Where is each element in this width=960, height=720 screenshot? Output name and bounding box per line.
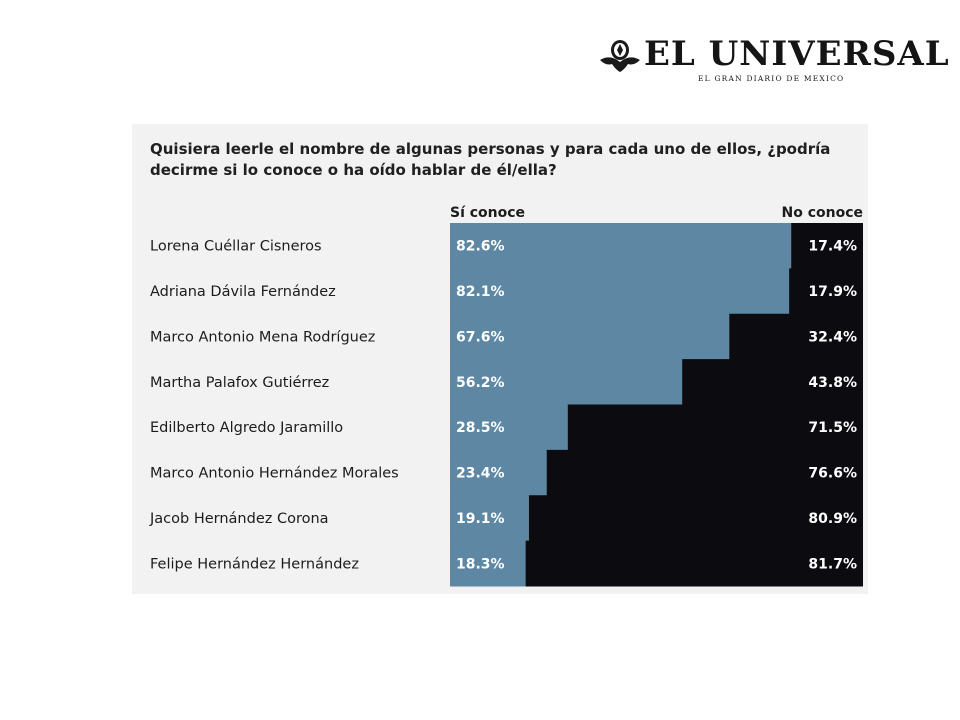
data-label-si-conoce: 19.1% bbox=[456, 511, 505, 527]
logo-tagline: EL GRAN DIARIO DE MEXICO bbox=[698, 74, 845, 83]
data-label-si-conoce: 67.6% bbox=[456, 329, 505, 345]
data-label-no-conoce: 81.7% bbox=[808, 556, 857, 572]
bar-no-conoce bbox=[528, 495, 863, 542]
bar-no-conoce bbox=[789, 268, 863, 315]
data-label-no-conoce: 32.4% bbox=[808, 329, 857, 345]
category-label: Adriana Dávila Fernández bbox=[150, 284, 336, 300]
data-label-si-conoce: 18.3% bbox=[456, 556, 505, 572]
category-label: Marco Antonio Hernández Morales bbox=[150, 466, 399, 482]
category-label: Marco Antonio Mena Rodríguez bbox=[150, 329, 375, 345]
bar-si-conoce bbox=[450, 404, 568, 451]
data-label-no-conoce: 80.9% bbox=[808, 511, 857, 527]
category-label: Felipe Hernández Hernández bbox=[150, 556, 359, 572]
data-label-si-conoce: 82.6% bbox=[456, 239, 505, 255]
bar-no-conoce bbox=[525, 540, 863, 587]
bar-no-conoce bbox=[567, 404, 863, 451]
category-label: Martha Palafox Gutiérrez bbox=[150, 375, 329, 391]
bar-si-conoce bbox=[450, 313, 730, 360]
logo-wordmark: EL UNIVERSAL bbox=[644, 34, 950, 74]
bar-si-conoce bbox=[450, 223, 792, 269]
data-label-no-conoce: 76.6% bbox=[808, 466, 857, 482]
data-label-si-conoce: 23.4% bbox=[456, 466, 505, 482]
el-universal-logo: EL UNIVERSAL EL GRAN DIARIO DE MEXICO bbox=[598, 34, 949, 86]
legend-no-conoce: No conoce bbox=[781, 205, 863, 221]
data-label-no-conoce: 17.4% bbox=[808, 239, 857, 255]
bar-no-conoce bbox=[729, 313, 863, 360]
bar-no-conoce bbox=[546, 449, 863, 496]
data-label-si-conoce: 28.5% bbox=[456, 420, 505, 436]
data-label-si-conoce: 56.2% bbox=[456, 375, 505, 391]
bar-no-conoce bbox=[791, 223, 863, 269]
data-label-no-conoce: 71.5% bbox=[808, 420, 857, 436]
category-label: Lorena Cuéllar Cisneros bbox=[150, 239, 322, 255]
data-label-no-conoce: 43.8% bbox=[808, 375, 857, 391]
data-label-si-conoce: 82.1% bbox=[456, 284, 505, 300]
bar-si-conoce bbox=[450, 268, 790, 315]
bar-si-conoce bbox=[450, 449, 547, 496]
bar-no-conoce bbox=[682, 359, 863, 405]
data-label-no-conoce: 17.9% bbox=[808, 284, 857, 300]
bar-si-conoce bbox=[450, 495, 529, 542]
eagle-emblem-icon bbox=[600, 40, 640, 72]
bar-si-conoce bbox=[450, 540, 526, 587]
legend-si-conoce: Sí conoce bbox=[450, 205, 525, 221]
survey-question: Quisiera leerle el nombre de algunas per… bbox=[150, 140, 831, 179]
category-label: Edilberto Algredo Jaramillo bbox=[150, 420, 343, 436]
category-label: Jacob Hernández Corona bbox=[149, 511, 329, 527]
bar-si-conoce bbox=[450, 359, 683, 405]
